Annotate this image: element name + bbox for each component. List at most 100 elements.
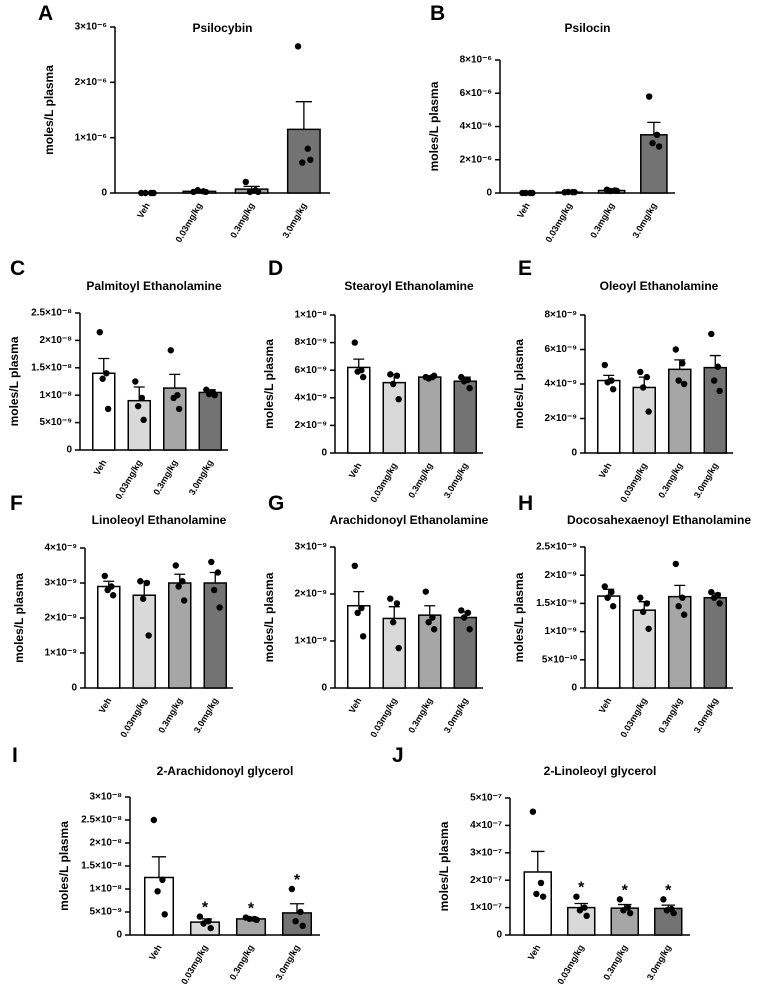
data-point	[167, 347, 174, 354]
data-point	[660, 896, 667, 903]
y-tick-label: 4×10⁻⁷	[470, 820, 502, 831]
data-point	[716, 600, 723, 607]
data-point	[604, 379, 611, 386]
data-point	[104, 405, 112, 413]
data-point	[637, 594, 644, 601]
x-tick-label: 0.03mg/kg	[555, 943, 586, 986]
x-tick-label: 0.03mg/kg	[118, 696, 149, 739]
data-point	[430, 372, 438, 379]
x-tick-label: 0.03mg/kg	[173, 201, 204, 244]
data-point	[103, 370, 110, 377]
y-tick-label: 2×10⁻⁹	[44, 613, 77, 624]
data-point	[351, 562, 358, 569]
x-tick-label: 0.3mg/kg	[406, 461, 434, 500]
data-point	[387, 595, 394, 602]
data-point	[210, 586, 218, 594]
data-point	[387, 371, 394, 378]
y-tick-label: 1×10⁻⁹	[544, 626, 577, 637]
data-point	[573, 893, 580, 900]
x-tick-label: 0.3mg/kg	[601, 943, 629, 982]
y-axis-label: moles/L plasma	[262, 339, 276, 429]
bar	[667, 595, 692, 689]
data-point	[710, 377, 718, 384]
bar	[632, 386, 657, 454]
y-tick-label: 1×10⁻⁶	[75, 132, 107, 143]
data-point	[202, 188, 210, 196]
data-point	[564, 188, 572, 196]
data-point	[464, 609, 472, 616]
y-tick-label: 0	[71, 683, 77, 694]
significance-marker: *	[202, 900, 209, 917]
data-point	[132, 378, 139, 385]
data-point	[645, 625, 652, 632]
data-point	[196, 913, 204, 920]
chart-title: Palmitoyl Ethanolamine	[86, 279, 222, 293]
y-tick-label: 6×10⁻⁶	[460, 88, 492, 99]
y-tick-label: 2×10⁻⁶	[460, 154, 492, 165]
data-point	[297, 908, 304, 916]
error-bar	[353, 591, 365, 606]
x-tick-label: 0.03mg/kg	[618, 696, 649, 739]
data-point	[358, 604, 365, 612]
data-point	[172, 562, 179, 569]
x-tick-label: 3.0mg/kg	[274, 943, 302, 982]
chart-title: Docosahexaenoyl Ethanolamine	[567, 513, 751, 527]
y-tick-label: 2×10⁻⁹	[294, 420, 327, 431]
chart-title: Arachidonoyl Ethanolamine	[330, 513, 489, 527]
significance-marker: *	[248, 901, 255, 918]
bar	[523, 871, 552, 936]
y-tick-label: 2.5×10⁻⁹	[536, 542, 577, 553]
panel-letter: D	[268, 257, 283, 280]
y-tick-label: 4×10⁻⁶	[460, 121, 492, 132]
data-point	[288, 885, 296, 893]
panel-letter: E	[518, 257, 532, 280]
data-point	[393, 372, 401, 379]
y-tick-label: 0	[496, 930, 502, 941]
data-point	[708, 330, 715, 338]
data-point	[714, 363, 722, 370]
data-point	[211, 392, 218, 399]
data-point	[663, 907, 671, 914]
data-point	[175, 583, 182, 590]
y-tick-label: 0	[486, 188, 492, 199]
data-point	[710, 594, 718, 601]
data-point	[359, 373, 367, 381]
data-point	[150, 189, 157, 197]
data-point	[395, 395, 402, 403]
x-tick-label: 0.3mg/kg	[588, 201, 616, 240]
data-point	[429, 614, 436, 621]
data-point	[609, 385, 617, 393]
panel-letter: H	[518, 492, 533, 515]
data-point	[466, 626, 473, 633]
bar	[596, 595, 621, 689]
data-point	[246, 188, 254, 196]
data-point	[139, 595, 147, 602]
y-axis-label: moles/L plasma	[512, 339, 526, 429]
x-tick-label: 0.03mg/kg	[368, 696, 399, 739]
y-tick-label: 2×10⁻⁸	[89, 838, 122, 849]
data-point	[299, 922, 306, 929]
y-tick-label: 0	[571, 448, 577, 459]
data-point	[395, 644, 402, 652]
y-tick-label: 8×10⁻⁶	[460, 55, 492, 66]
x-tick-label: Veh	[147, 943, 164, 962]
x-tick-label: 0.3mg/kg	[656, 461, 684, 500]
y-tick-label: 4×10⁻⁹	[544, 379, 577, 390]
panel-letter: F	[10, 492, 23, 515]
data-point	[645, 93, 653, 100]
y-tick-label: 2×10⁻⁹	[544, 413, 577, 424]
data-point	[109, 592, 117, 599]
y-axis-label: moles/L plasma	[57, 821, 71, 911]
error-bar	[98, 357, 110, 374]
y-axis-label: moles/L plasma	[512, 572, 526, 662]
data-point	[607, 187, 614, 195]
x-tick-label: Veh	[526, 943, 543, 962]
y-axis-label: moles/L plasma	[427, 81, 441, 171]
error-bar	[289, 903, 305, 913]
data-point	[104, 586, 111, 594]
data-point	[604, 594, 611, 601]
data-point	[205, 918, 212, 925]
x-tick-label: 3.0mg/kg	[692, 696, 720, 735]
x-tick-label: 0.3mg/kg	[406, 696, 434, 735]
y-tick-label: 1.5×10⁻⁸	[81, 861, 122, 872]
